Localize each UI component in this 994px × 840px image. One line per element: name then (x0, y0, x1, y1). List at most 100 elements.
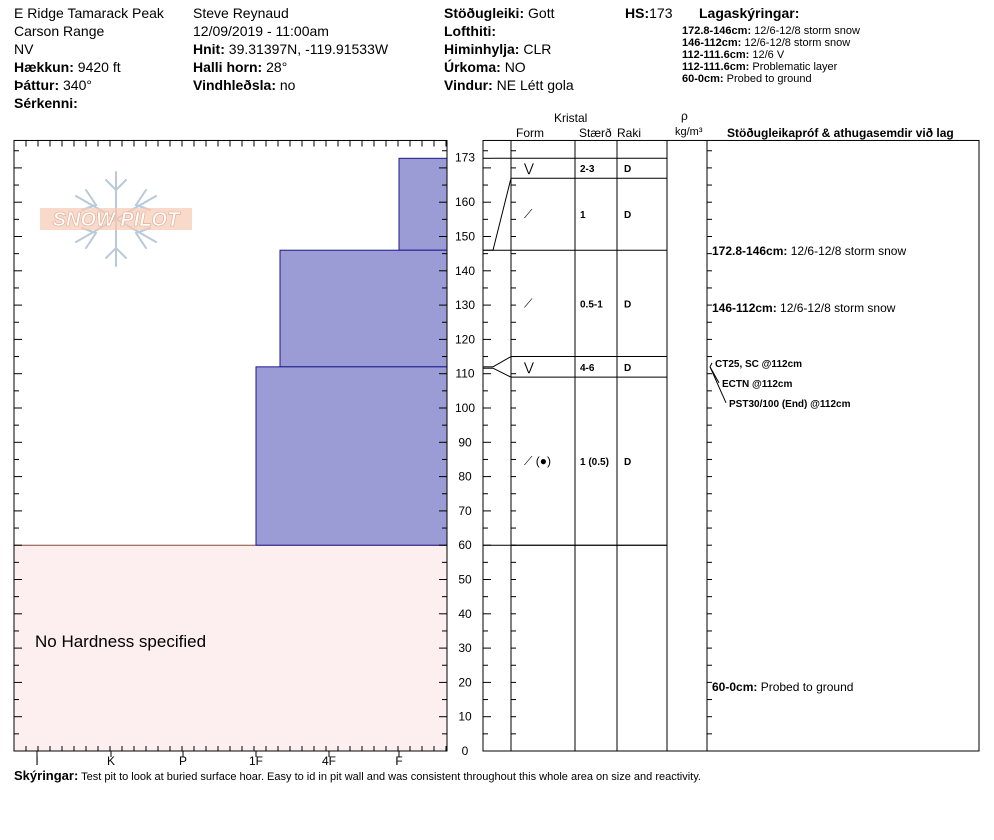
aspect-label: Þáttur: (14, 77, 60, 93)
elevation: Hækkun: 9420 ft (14, 59, 121, 75)
wind-loading: Vindhleðsla: no (193, 77, 295, 93)
legend-item: 112-111.6cm: Problematic layer (682, 61, 860, 73)
y-tick-label: 20 (458, 675, 472, 689)
layer-comment-range: 146-112cm: (712, 300, 777, 315)
unspecified-hardness-area (14, 545, 447, 751)
legend-text: 12/6-12/8 storm snow (754, 25, 860, 37)
legend-range: 146-112cm: (682, 37, 742, 49)
legend-title: Lagaskýringar: (699, 5, 800, 21)
coords-label: Hnit: (193, 41, 225, 57)
legend-text: Problematic layer (752, 61, 838, 73)
legend-item: 112-111.6cm: 12/6 V (682, 49, 860, 61)
layer-moisture: D (624, 210, 631, 221)
y-tick-label: 140 (455, 264, 475, 278)
legend-range: 60-0cm: (682, 73, 724, 85)
observer: Steve Reynaud (193, 5, 289, 21)
test-leader-line (709, 366, 727, 404)
layer-comment-text: 12/6-12/8 storm snow (787, 244, 907, 259)
location-name: E Ridge Tamarack Peak (14, 5, 164, 21)
aspect-value: 340° (63, 77, 92, 93)
aspect: Þáttur: 340° (14, 77, 92, 93)
layer-form-symbol: ⟋ (524, 207, 533, 221)
col-form: Form (516, 126, 544, 140)
precipitation: Úrkoma: NO (444, 59, 526, 75)
y-tick-label: 173 (455, 151, 475, 165)
layer-grain-size: 1 (580, 210, 586, 221)
precip-label: Úrkoma: (444, 59, 501, 75)
x-tick-label: 4F (322, 754, 336, 768)
hs-label: HS: (625, 5, 650, 21)
layer-comment-range: 172.8-146cm: (712, 244, 788, 259)
test-leader-line (709, 362, 713, 368)
elevation-label: Hækkun: (14, 59, 74, 75)
y-tick-label: 60 (458, 538, 472, 552)
slope-angle: Halli horn: 28° (193, 59, 287, 75)
y-tick-label: 40 (458, 607, 472, 621)
layer-form-symbol: ⋁ (523, 161, 534, 175)
footer-notes: Skýringar: Test pit to look at buried su… (14, 768, 701, 785)
strat-boundary-connector (492, 367, 512, 378)
layer-comment: 172.8-146cm: 12/6-12/8 storm snow (712, 243, 906, 259)
elevation-value: 9420 ft (77, 59, 121, 75)
layer-comment-range: 60-0cm: (712, 679, 758, 694)
stability-label: Stöðugleiki: (444, 5, 525, 21)
hardness-bar (279, 249, 448, 368)
sky-label: Himinhylja: (444, 41, 520, 57)
col-moisture: Raki (617, 126, 642, 140)
wind: Vindur: NE Létt gola (444, 77, 574, 93)
wind-loading-value: no (279, 77, 296, 93)
strat-boundary-connector (492, 178, 512, 251)
legend-item: 172.8-146cm: 12/6-12/8 storm snow (682, 25, 860, 37)
snow-height: HS:173 (625, 5, 672, 21)
layer-comment: 146-112cm: 12/6-12/8 storm snow (712, 300, 895, 316)
x-tick-label: F (395, 754, 402, 768)
y-tick-label: 50 (458, 573, 472, 587)
x-tick-label: I (35, 754, 38, 768)
legend-range: 112-111.6cm: (682, 49, 750, 61)
sky-value: CLR (523, 41, 552, 57)
x-tick-label: 1F (249, 754, 263, 768)
col-rho: ρ (681, 109, 688, 123)
logo-text: SNOW PILOT (53, 209, 181, 231)
layer-form-symbol: ⟋ (●) (524, 454, 551, 468)
legend-text: 12/6-12/8 storm snow (744, 37, 851, 49)
y-tick-label: 70 (458, 504, 472, 518)
stability-test: CT25, SC @112cm (715, 359, 802, 370)
y-tick-label: 10 (458, 710, 472, 724)
stability-test: ECTN @112cm (722, 379, 792, 390)
stability-test: PST30/100 (End) @112cm (729, 399, 851, 410)
layer-grain-size: 4-6 (580, 363, 595, 374)
legend-item: 60-0cm: Probed to ground (682, 73, 860, 85)
coords-value: 39.31397N, -119.91533W (228, 41, 389, 57)
footer-text: Test pit to look at buried surface hoar.… (81, 771, 701, 783)
footer-label: Skýringar: (14, 768, 79, 783)
slope-value: 28° (266, 59, 288, 75)
slope-label: Halli horn: (193, 59, 263, 75)
hs-value: 173 (649, 5, 673, 21)
hardness-bar (255, 366, 448, 546)
y-tick-label: 160 (455, 195, 475, 209)
legend-item: 146-112cm: 12/6-12/8 storm snow (682, 37, 860, 49)
stability-value: Gott (528, 5, 555, 21)
y-tick-label: 0 (462, 744, 469, 758)
x-tick-label: P (179, 754, 187, 768)
layer-moisture: D (624, 164, 631, 175)
strat-boundary-connector (492, 356, 512, 368)
legend-range: 112-111.6cm: (682, 61, 750, 73)
layer-comment: 60-0cm: Probed to ground (712, 679, 853, 695)
layer-comment-text: Probed to ground (757, 679, 854, 694)
col-density-unit: kg/m³ (675, 126, 703, 138)
sky-cover: Himinhylja: CLR (444, 41, 551, 57)
legend-list: 172.8-146cm: 12/6-12/8 storm snow 146-11… (682, 25, 860, 85)
y-tick-label: 100 (455, 401, 475, 415)
logo-banner (40, 208, 192, 230)
layer-grain-size: 0.5-1 (580, 299, 603, 310)
wind-loading-label: Vindhleðsla: (193, 77, 276, 93)
wind-value: NE Létt gola (496, 77, 574, 93)
layer-moisture: D (624, 299, 631, 310)
layer-form-symbol: ⟋ (524, 296, 533, 310)
layer-form-symbol: ⋁ (523, 360, 534, 374)
legend-range: 172.8-146cm: (682, 25, 752, 37)
precip-value: NO (504, 59, 526, 75)
layer-grain-size: 2-3 (580, 164, 595, 175)
